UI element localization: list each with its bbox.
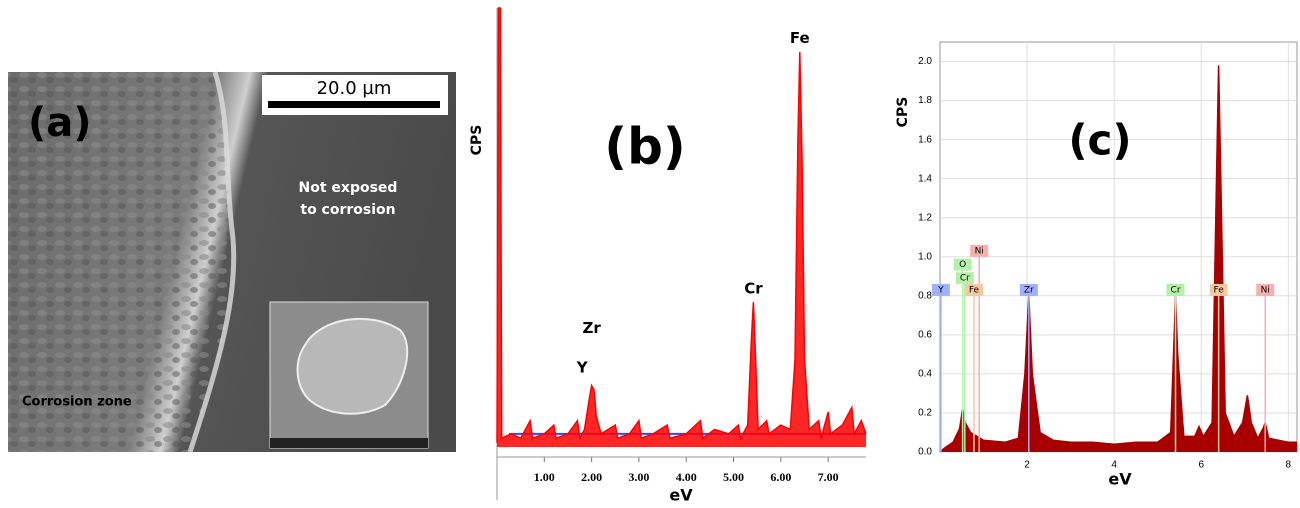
particle [296, 317, 409, 415]
y-tick-label: 1.4 [918, 173, 932, 184]
panel-label: (b) [604, 118, 686, 176]
x-axis-label: eV [669, 486, 693, 505]
peak-tag [1019, 283, 1038, 296]
spectrum-area [497, 8, 866, 447]
sem-panel: 20.0 µm (a) Not exposed to corrosion Cor… [8, 71, 456, 453]
charts: 1.00 2.00 3.00 4.00 5.00 6.00 7.00FeCrZrY(b)CP… [469, 7, 1298, 505]
plot-area [939, 41, 1298, 453]
y-tick-label: 1.0 [918, 251, 932, 262]
y-tick-label: 2.0 [918, 56, 932, 67]
peak-tag [1256, 283, 1275, 296]
x-tick-label: 6 [1198, 460, 1204, 471]
peak-label: O [959, 260, 966, 270]
peak-tag [955, 272, 974, 285]
y-tick-label: 0.6 [918, 329, 932, 340]
region-label: Corrosion zone [22, 395, 132, 410]
peak-tag [1209, 283, 1228, 296]
panel-label: (c) [1068, 116, 1131, 165]
peak-label: Y [937, 285, 944, 295]
peak-tag [1166, 283, 1185, 296]
y-axis-label: CPS [469, 125, 485, 156]
x-tick-label: 7.00 [818, 470, 839, 484]
peak-label: Fe [1214, 285, 1225, 295]
peak-tag [970, 244, 989, 257]
peak-label: Cr [744, 279, 763, 297]
y-tick-label: 0.8 [918, 290, 932, 301]
x-tick-label: 5.00 [723, 470, 744, 484]
y-axis-label: CPS [895, 97, 911, 128]
x-tick-label: 2 [1024, 460, 1030, 471]
x-tick-label: 8 [1286, 460, 1292, 471]
region-label: Not exposed [299, 180, 398, 196]
peak-label: Cr [1171, 285, 1181, 295]
peak-tag [953, 258, 972, 271]
peak-label: Zr [1024, 285, 1034, 295]
peak-label: Ni [975, 246, 984, 256]
peak-tag [964, 283, 983, 296]
scale-label: 20.0 µm [317, 78, 392, 99]
y-tick-label: 0.2 [918, 408, 932, 419]
peak-label: Cr [960, 274, 970, 284]
y-tick-label: 1.6 [918, 134, 932, 145]
spectrum-line [496, 7, 867, 443]
spectrum-line [939, 65, 1297, 453]
peak-label: Zr [582, 319, 601, 337]
x-tick-label: 6.00 [770, 470, 791, 484]
y-tick-label: 0.4 [918, 369, 932, 380]
edge [187, 71, 237, 453]
peak-tag [931, 283, 950, 296]
x-tick-label: 3.00 [628, 470, 649, 484]
scale-bar-box [262, 75, 448, 115]
x-axis-label: eV [1108, 470, 1132, 489]
inset-footer [270, 438, 428, 448]
peak-label: Fe [790, 29, 810, 47]
peak-label: Y [576, 358, 589, 376]
peak-label: Ni [1261, 285, 1270, 295]
scale-bar [268, 101, 440, 108]
peak-label: Fe [969, 285, 980, 295]
region-label: to corrosion [300, 202, 395, 218]
x-tick-label: 4 [1111, 460, 1117, 471]
y-tick-label: 1.2 [918, 212, 932, 223]
y-tick-label: 0.0 [918, 447, 932, 458]
x-tick-label: 2.00 [581, 470, 602, 484]
x-tick-label: 4.00 [676, 470, 697, 484]
corrosion-texture [8, 72, 234, 452]
panel-label: (a) [28, 100, 92, 146]
y-tick-label: 1.8 [918, 95, 932, 106]
x-tick-label: 1.00 [534, 470, 555, 484]
